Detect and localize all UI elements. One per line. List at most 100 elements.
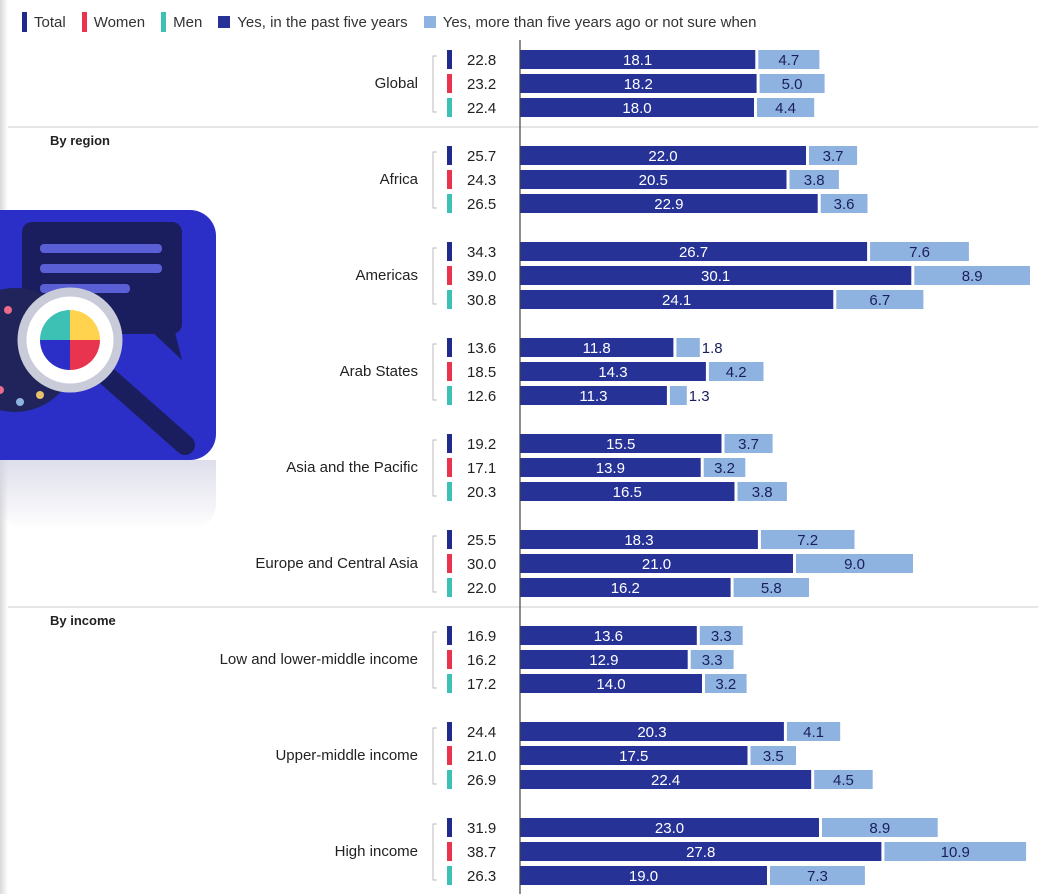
- legend-women-label: Women: [93, 13, 146, 31]
- row-total-value: 16.9: [467, 628, 496, 645]
- bar-older-label: 5.8: [761, 580, 782, 597]
- bar-recent-label: 22.9: [654, 196, 683, 213]
- bar-recent: [520, 362, 706, 381]
- text-line-icon: [40, 264, 162, 273]
- bar-recent-label: 16.5: [613, 484, 642, 501]
- bar-older: [770, 866, 865, 885]
- bar-recent-label: 30.1: [701, 268, 730, 285]
- bar-older-label: 3.7: [738, 436, 759, 453]
- bar-recent-label: 11.3: [579, 388, 607, 405]
- bar-older-label: 8.9: [869, 820, 890, 837]
- bar-older: [759, 74, 825, 93]
- legend-total-label: Total: [34, 13, 66, 31]
- bar-recent: [520, 386, 667, 405]
- row-marker-men: [447, 290, 452, 309]
- bar-older: [796, 554, 913, 573]
- bar-recent: [520, 338, 674, 357]
- bar-recent: [520, 482, 735, 501]
- row-marker-total: [447, 818, 452, 837]
- bar-older: [760, 530, 855, 549]
- bar-recent: [520, 770, 812, 789]
- row-marker-men: [447, 866, 452, 885]
- bar-older-label: 3.8: [752, 484, 773, 501]
- speech-bubble-tail: [150, 328, 182, 360]
- row-total-value: 22.4: [467, 100, 496, 117]
- bar-recent: [520, 554, 793, 573]
- group-bracket: [432, 151, 437, 209]
- group-label: Americas: [355, 267, 418, 284]
- bar-older-label: 3.6: [834, 196, 855, 213]
- bar-recent-label: 22.4: [651, 772, 680, 789]
- bar-older: [786, 722, 841, 741]
- row-total-value: 20.3: [467, 484, 496, 501]
- bar-older: [822, 818, 938, 837]
- bar-recent-label: 13.9: [596, 460, 625, 477]
- bar-older-label: 7.2: [797, 532, 818, 549]
- bar-older: [669, 386, 687, 405]
- bar-older-label: 4.2: [726, 364, 747, 381]
- bar-recent: [520, 818, 819, 837]
- row-total-value: 38.7: [467, 844, 496, 861]
- legend-recent-swatch: [218, 16, 231, 28]
- bar-older: [789, 170, 839, 189]
- bar-recent-label: 17.5: [619, 748, 648, 765]
- row-total-value: 16.2: [467, 652, 496, 669]
- bar-recent-label: 19.0: [629, 868, 658, 885]
- bar-older-label: 7.6: [909, 244, 930, 261]
- legend-men: Men: [161, 12, 202, 32]
- bar-recent: [520, 530, 758, 549]
- bar-older-label: 3.7: [823, 148, 844, 165]
- bar-recent: [520, 746, 748, 765]
- legend-total-swatch: [22, 12, 27, 32]
- bar-older-label: 4.5: [833, 772, 854, 789]
- bar-recent: [520, 866, 767, 885]
- legend-women-swatch: [81, 12, 87, 32]
- bar-recent-label: 18.3: [624, 532, 653, 549]
- bar-older: [724, 434, 773, 453]
- app-icon-graphic: [0, 222, 195, 455]
- legend-recent-label: Yes, in the past five years: [237, 13, 408, 31]
- bar-recent: [520, 434, 722, 453]
- row-total-value: 19.2: [467, 436, 496, 453]
- row-total-value: 17.2: [467, 676, 496, 693]
- row-total-value: 26.5: [467, 196, 496, 213]
- bar-recent-label: 20.5: [639, 172, 668, 189]
- row-total-value: 34.3: [467, 244, 496, 261]
- bar-recent: [520, 578, 731, 597]
- row-total-value: 13.6: [467, 340, 496, 357]
- bar-older: [750, 746, 796, 765]
- row-marker-women: [447, 746, 452, 765]
- bar-older: [814, 770, 873, 789]
- group-bracket: [432, 439, 437, 497]
- bar-recent-label: 26.7: [679, 244, 708, 261]
- group-bracket: [432, 247, 437, 305]
- row-marker-women: [447, 650, 452, 669]
- bar-recent: [520, 722, 784, 741]
- row-total-value: 24.3: [467, 172, 496, 189]
- bar-older: [705, 674, 747, 693]
- legend-total: Total: [22, 12, 66, 32]
- bar-older: [820, 194, 868, 213]
- bar-recent: [520, 458, 701, 477]
- section-heading: By region: [50, 133, 110, 148]
- row-marker-total: [447, 146, 452, 165]
- group-bracket: [432, 631, 437, 689]
- row-marker-men: [447, 770, 452, 789]
- bar-recent-label: 15.5: [606, 436, 635, 453]
- bar-recent-label: 27.8: [686, 844, 715, 861]
- bar-recent-label: 14.3: [598, 364, 627, 381]
- bar-older-label: 4.1: [803, 724, 824, 741]
- bar-recent: [520, 74, 757, 93]
- row-marker-men: [447, 482, 452, 501]
- legend-men-swatch: [161, 12, 167, 32]
- row-total-value: 21.0: [467, 748, 496, 765]
- row-total-value: 12.6: [467, 388, 496, 405]
- row-marker-men: [447, 386, 452, 405]
- bar-older: [699, 626, 743, 645]
- legend-recent: Yes, in the past five years: [218, 13, 408, 31]
- legend-older: Yes, more than five years ago or not sur…: [423, 14, 756, 31]
- bar-recent: [520, 842, 882, 861]
- row-total-value: 39.0: [467, 268, 496, 285]
- bar-older: [733, 578, 809, 597]
